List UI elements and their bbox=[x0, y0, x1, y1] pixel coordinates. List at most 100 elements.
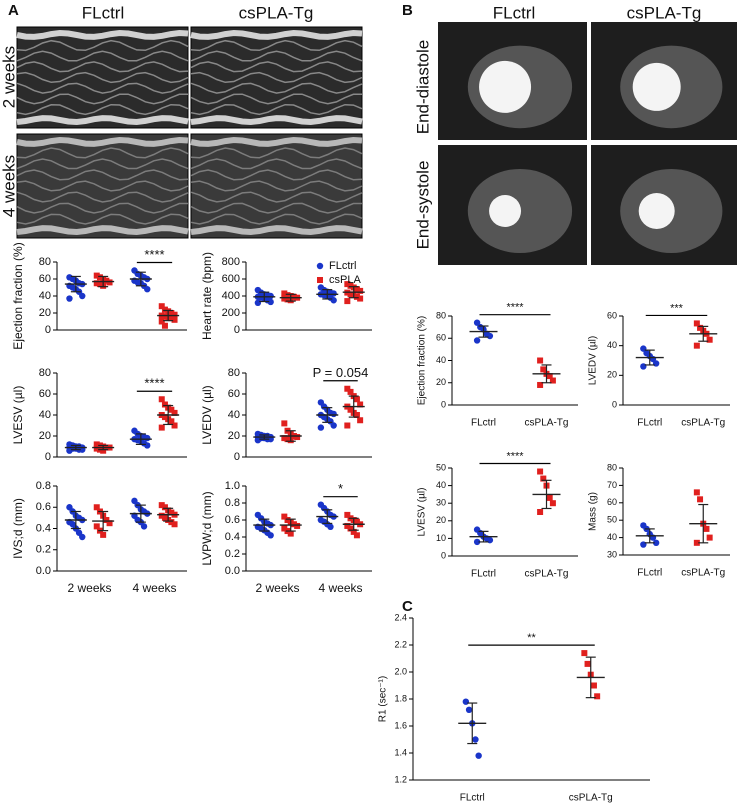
point bbox=[347, 406, 354, 413]
y-tick-label: 20 bbox=[436, 377, 446, 387]
y-tick-label: 80 bbox=[39, 367, 51, 379]
point bbox=[330, 422, 337, 429]
y-tick-label: 0.6 bbox=[36, 501, 51, 513]
x-tick-label: 2 weeks bbox=[67, 581, 111, 595]
point bbox=[706, 336, 713, 343]
column-label: csPLA-Tg bbox=[239, 3, 314, 22]
x-tick-label: FLctrl bbox=[637, 568, 662, 579]
row-label: 4 weeks bbox=[0, 155, 18, 217]
y-tick-label: 80 bbox=[228, 367, 240, 379]
y-tick-label: 0 bbox=[234, 324, 240, 336]
y-tick-label: 1.2 bbox=[394, 774, 407, 784]
point bbox=[353, 286, 360, 293]
echo-band bbox=[16, 169, 189, 181]
y-tick-label: 80 bbox=[39, 256, 51, 268]
point bbox=[161, 401, 168, 408]
point bbox=[96, 274, 103, 281]
echo-band bbox=[190, 61, 363, 73]
point bbox=[168, 406, 175, 413]
echo-band bbox=[16, 29, 189, 40]
echo-band bbox=[190, 93, 363, 105]
y-tick-label: 80 bbox=[436, 310, 446, 320]
mri-ventricle bbox=[479, 60, 532, 113]
point bbox=[287, 530, 294, 537]
echo-band bbox=[190, 103, 363, 116]
point bbox=[693, 320, 700, 327]
x-tick-label: FLctrl bbox=[637, 418, 662, 429]
point bbox=[168, 310, 175, 316]
y-tick-label: 20 bbox=[39, 430, 51, 442]
point bbox=[281, 525, 288, 532]
significance-label: *** bbox=[670, 302, 684, 314]
point bbox=[347, 525, 354, 532]
y-tick-label: 2.4 bbox=[394, 612, 407, 622]
echo-band bbox=[190, 82, 363, 94]
point bbox=[66, 295, 73, 302]
echo-band bbox=[190, 158, 363, 170]
y-tick-label: 60 bbox=[39, 388, 51, 400]
echo-band bbox=[190, 71, 363, 84]
echo-band bbox=[190, 136, 363, 147]
point bbox=[96, 281, 103, 288]
y-tick-label: 30 bbox=[607, 549, 617, 559]
point bbox=[284, 296, 291, 303]
legend-label: csPLA bbox=[329, 274, 361, 286]
point bbox=[317, 277, 323, 283]
point bbox=[158, 303, 165, 310]
point bbox=[652, 539, 660, 547]
point bbox=[473, 337, 481, 344]
point bbox=[284, 436, 291, 443]
echo-band bbox=[16, 93, 189, 105]
echo-band bbox=[16, 147, 189, 159]
point bbox=[161, 504, 168, 511]
significance-label: **** bbox=[144, 247, 164, 262]
y-tick-label: 800 bbox=[222, 256, 240, 268]
point bbox=[290, 293, 297, 300]
panel-letter: A bbox=[8, 2, 19, 19]
point bbox=[344, 281, 351, 288]
point bbox=[697, 496, 704, 503]
echo-band bbox=[16, 39, 189, 52]
y-axis-label: LVEDV (µl) bbox=[200, 385, 214, 444]
echo-band bbox=[190, 169, 363, 181]
echo-band bbox=[16, 115, 189, 126]
significance-label: * bbox=[338, 481, 343, 496]
y-axis-label: LVESV (µl) bbox=[11, 386, 25, 445]
point bbox=[161, 514, 168, 521]
y-axis-label: LVPW;d (mm) bbox=[200, 491, 214, 565]
y-axis-label: Ejection fraction (%) bbox=[417, 316, 428, 405]
y-tick-label: 1.8 bbox=[394, 693, 407, 703]
point bbox=[540, 475, 547, 482]
point bbox=[103, 517, 110, 523]
point bbox=[93, 441, 100, 448]
echo-band bbox=[16, 213, 189, 225]
point bbox=[472, 736, 479, 743]
point bbox=[144, 286, 151, 293]
column-label: FLctrl bbox=[82, 3, 125, 22]
y-tick-label: 1.6 bbox=[394, 720, 407, 730]
point bbox=[546, 494, 553, 501]
echo-band bbox=[16, 202, 188, 214]
echo-band bbox=[16, 50, 189, 62]
point bbox=[347, 388, 354, 395]
point bbox=[284, 292, 291, 299]
y-tick-label: 400 bbox=[222, 290, 240, 302]
point bbox=[294, 434, 301, 441]
y-tick-label: 40 bbox=[39, 290, 51, 302]
x-tick-label: FLctrl bbox=[471, 418, 496, 429]
y-tick-label: 1.4 bbox=[394, 747, 407, 757]
y-tick-label: 50 bbox=[607, 515, 617, 525]
y-tick-label: 60 bbox=[436, 333, 446, 343]
x-tick-label: csPLA-Tg bbox=[525, 418, 569, 429]
point bbox=[549, 500, 556, 507]
point bbox=[330, 297, 337, 304]
point bbox=[537, 381, 544, 388]
echo-band bbox=[16, 82, 189, 94]
point bbox=[168, 315, 175, 322]
point bbox=[93, 504, 100, 511]
y-tick-label: 80 bbox=[607, 462, 617, 472]
point bbox=[158, 502, 165, 509]
point bbox=[106, 279, 113, 286]
x-tick-label: FLctrl bbox=[471, 569, 496, 580]
point bbox=[353, 396, 360, 403]
